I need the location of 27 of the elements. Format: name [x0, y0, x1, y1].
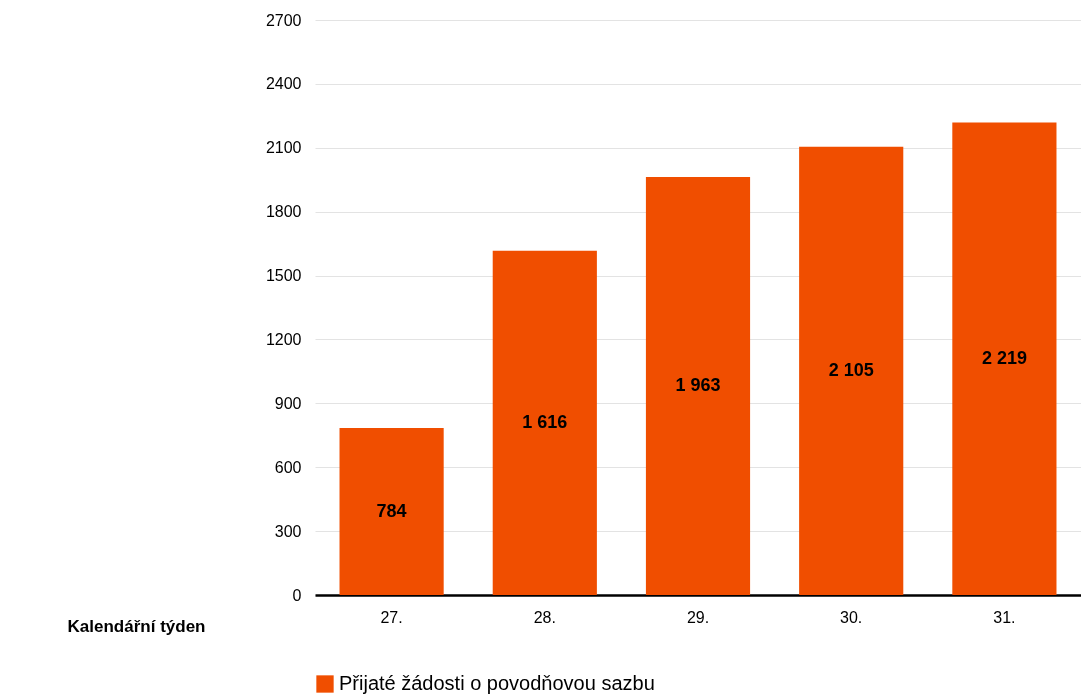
bar [952, 122, 1057, 595]
y-tick-label: 1500 [265, 267, 302, 285]
y-tick-label: 1800 [265, 203, 302, 221]
y-tick-label: 900 [274, 394, 302, 412]
y-tick-label: 600 [274, 458, 302, 476]
x-tick-label: 31. [993, 608, 1016, 626]
y-tick-label: 300 [274, 522, 302, 540]
bar [339, 428, 444, 595]
bar [645, 176, 751, 595]
data-label: 784 [376, 500, 407, 521]
data-label: 2 105 [828, 359, 874, 380]
y-tick-label: 1200 [265, 330, 302, 348]
x-tick-label: 28. [533, 608, 556, 626]
y-tick-label: 2700 [265, 11, 302, 29]
x-axis-title: Kalendářní týden [67, 616, 206, 636]
bar [799, 146, 904, 595]
legend-label: Přijaté žádosti o povodňovou sazbu [339, 672, 655, 694]
x-tick-label: 29. [686, 608, 710, 626]
data-label: 2 219 [981, 347, 1027, 368]
x-tick-label: 27. [380, 608, 403, 626]
bar [492, 250, 597, 595]
y-tick-label: 2400 [265, 75, 302, 93]
y-tick-label: 2100 [265, 139, 302, 157]
data-label: 1 616 [522, 411, 568, 432]
x-tick-label: 30. [840, 608, 863, 626]
y-tick-label: 0 [292, 586, 302, 604]
data-label: 1 963 [675, 374, 721, 395]
